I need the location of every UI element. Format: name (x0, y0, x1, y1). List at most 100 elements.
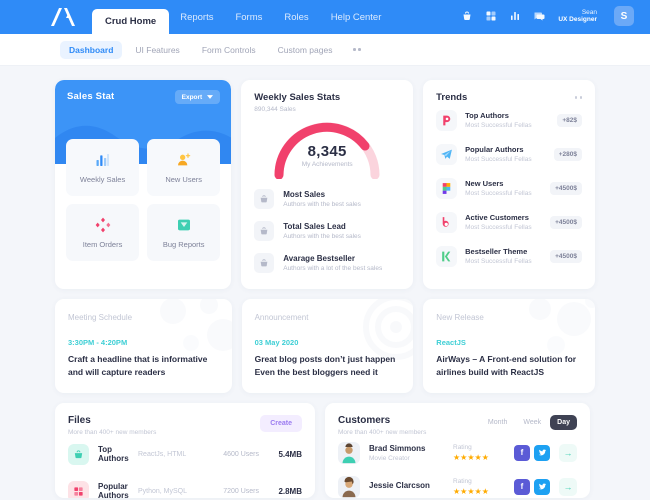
weekly-subtitle: 890,344 Sales (254, 106, 296, 113)
social-buttons: f (514, 444, 550, 461)
customers-subtitle: More than 400+ new members (338, 428, 427, 436)
basket-icon (254, 253, 275, 273)
create-button[interactable]: Create (260, 414, 302, 432)
trend-item[interactable]: Popular Authors Most Successful Fellas +… (436, 137, 583, 171)
nav-tab-reports[interactable]: Reports (180, 11, 214, 23)
gauge-caption: My Achievements (301, 161, 353, 168)
table-row[interactable]: Popular Authors Python, MySQL 7200 Users… (68, 473, 302, 498)
export-label: Export (181, 93, 203, 101)
file-name: Popular Authors (98, 482, 129, 498)
sub-tab-custom-pages[interactable]: Custom pages (277, 44, 333, 55)
rating-stars: ★★★★★ (453, 452, 489, 462)
twitter-icon (538, 449, 546, 456)
nav-tab-crud-home[interactable]: Crud Home (92, 9, 170, 34)
tile-weekly-sales[interactable]: Weekly Sales (66, 139, 140, 196)
trends-menu-icon[interactable] (574, 92, 583, 99)
trend-item[interactable]: Bestseller Theme Most Successful Fellas … (436, 239, 583, 273)
table-row[interactable]: Jessie Clarcson Rating ★★★★★ f → (338, 470, 577, 498)
weekly-item-sub: Authors with a lot of the best sales (283, 265, 383, 272)
tile-new-users[interactable]: New Users (147, 139, 221, 196)
top-widgets-row: Sales Stat Export Weekly Sales (55, 80, 596, 289)
segment-day[interactable]: Day (550, 414, 577, 430)
nav-tab-help-center[interactable]: Help Center (330, 11, 382, 23)
table-row[interactable]: Brad Simmons Movie Creator Rating ★★★★★ … (338, 436, 577, 470)
bottom-widgets-row: Files More than 400+ new members Create … (55, 402, 595, 498)
trend-name: Popular Authors (465, 145, 524, 154)
trend-badge: +280$ (553, 147, 583, 161)
new-release-card: New Release ReactJS AirWays – A Front-en… (423, 299, 595, 393)
trend-desc: Most Successful Fellas (465, 156, 532, 163)
trend-badge: +4500$ (550, 181, 583, 195)
chart-bars-icon[interactable] (508, 10, 521, 23)
table-row[interactable]: Top Authors ReactJs, HTML 4600 Users 5.4… (68, 436, 302, 473)
segment-month[interactable]: Month (487, 418, 508, 426)
trend-item[interactable]: New Users Most Successful Fellas +4500$ (436, 171, 583, 205)
gauge-readout: 8,345 My Achievements (254, 143, 400, 168)
trend-badge: +4500$ (550, 249, 583, 263)
more-tabs-icon[interactable] (353, 48, 361, 51)
chevron-down-icon (207, 95, 214, 99)
telegram-icon (436, 143, 458, 165)
trend-name: Top Authors (465, 111, 509, 120)
rating-label: Rating (453, 443, 472, 451)
row-arrow-button[interactable]: → (559, 443, 577, 462)
card-label: Announcement (254, 313, 309, 322)
dashboard-content: Sales Stat Export Weekly Sales (0, 66, 650, 498)
trend-item[interactable]: Top Authors Most Successful Fellas +82$ (436, 103, 583, 137)
file-tech: Python, MySQL (138, 487, 188, 495)
trend-desc: Most Successful Fellas (465, 190, 532, 197)
card-meta: ReactJS (436, 338, 466, 347)
bloomberg-icon (436, 211, 458, 233)
file-tech: ReactJs, HTML (138, 450, 187, 458)
app-logo[interactable] (36, 0, 92, 34)
weekly-item[interactable]: Total Sales Lead Authors with the best s… (254, 215, 400, 247)
export-button[interactable]: Export (174, 90, 221, 104)
figma-icon (436, 177, 458, 199)
segment-week[interactable]: Week (523, 418, 542, 426)
top-nav-right-cluster: Sean UX Designer S (460, 0, 634, 34)
sales-stat-title: Sales Stat (67, 91, 115, 102)
card-text: Great blog posts don’t just happen Even … (254, 354, 396, 377)
row-arrow-button[interactable]: → (559, 477, 577, 496)
user-info[interactable]: Sean UX Designer (558, 9, 597, 24)
secondary-nav-bar: Dashboard UI Features Form Controls Cust… (0, 34, 650, 66)
dots-decoration (159, 299, 232, 351)
sales-stat-card: Sales Stat Export Weekly Sales (55, 80, 232, 289)
sub-tab-form-controls[interactable]: Form Controls (201, 44, 256, 55)
tile-label: Item Orders (82, 240, 123, 249)
sub-tab-ui-features[interactable]: UI Features (135, 44, 180, 55)
tile-label: New Users (165, 175, 203, 184)
trend-item[interactable]: Active Customers Most Successful Fellas … (436, 205, 583, 239)
trend-badge: +4500$ (550, 215, 583, 229)
customer-name: Jessie Clarcson (369, 481, 430, 490)
nav-tab-roles[interactable]: Roles (284, 11, 309, 23)
tile-item-orders[interactable]: Item Orders (66, 204, 140, 261)
twitter-button[interactable] (534, 444, 550, 461)
facebook-button[interactable]: f (514, 478, 530, 495)
weekly-item[interactable]: Avarage Bestseller Authors with a lot of… (254, 247, 400, 279)
inbox-icon (176, 216, 192, 233)
card-meta: 3:30PM - 4:20PM (68, 338, 128, 347)
weekly-item[interactable]: Most Sales Authors with the best sales (254, 183, 400, 215)
trend-name: Bestseller Theme (465, 247, 528, 256)
sub-tab-dashboard[interactable]: Dashboard (60, 40, 123, 59)
twitter-button[interactable] (534, 478, 550, 495)
top-navigation-bar: Crud Home Reports Forms Roles Help Cente… (0, 0, 650, 34)
avatar[interactable]: S (614, 6, 634, 26)
basket-icon[interactable] (460, 10, 473, 23)
chat-icon[interactable] (532, 10, 545, 23)
card-meta: 03 May 2020 (254, 338, 299, 347)
facebook-button[interactable]: f (514, 444, 530, 461)
grid-icon[interactable] (484, 10, 497, 23)
weekly-item-sub: Authors with the best sales (283, 201, 361, 208)
trend-desc: Most Successful Fellas (465, 258, 532, 265)
diamond-cluster-icon (95, 216, 111, 233)
files-header: Files More than 400+ new members Create (68, 414, 302, 436)
tile-bug-reports[interactable]: Bug Reports (147, 204, 221, 261)
info-cards-row: Meeting Schedule 3:30PM - 4:20PM Craft a… (55, 299, 595, 393)
social-buttons: f (514, 478, 550, 495)
card-label: Meeting Schedule (68, 313, 133, 322)
weekly-sales-stats-card: Weekly Sales Stats 890,344 Sales 8,345 M… (241, 80, 414, 289)
nav-tab-forms[interactable]: Forms (235, 11, 263, 23)
user-role: UX Designer (558, 16, 597, 23)
